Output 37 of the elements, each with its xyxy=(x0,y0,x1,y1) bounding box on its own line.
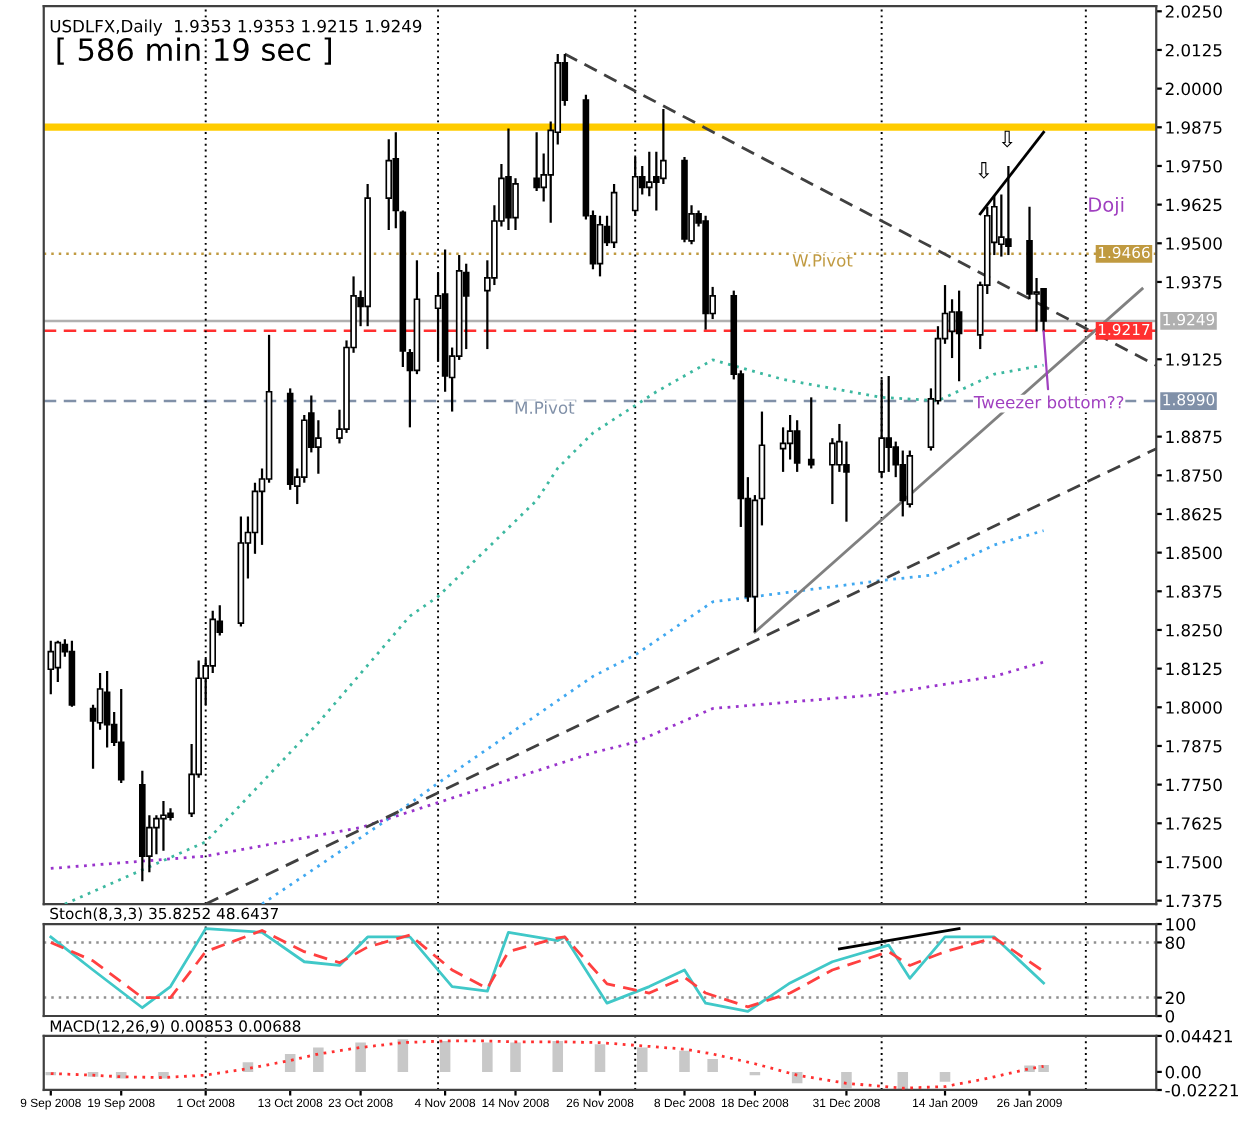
annotation: ⇩ xyxy=(1001,130,1013,148)
y-tick-label: 1.8500 xyxy=(1166,546,1222,560)
y-tick-label: 1.8375 xyxy=(1166,585,1222,598)
annotation: Tweezer bottom?? xyxy=(973,395,1124,409)
ref-line-label: M.Pivot xyxy=(515,401,575,414)
y-tick-label: 1.7750 xyxy=(1166,778,1222,792)
text: [ 586 min 19 sec ] xyxy=(57,37,331,65)
y-tick-label: 1.8625 xyxy=(1166,507,1222,521)
y-tick-label: 1.8000 xyxy=(1166,701,1222,714)
y-tick-label: 1.8125 xyxy=(1166,662,1222,676)
y-tick-label: 20 xyxy=(1165,991,1185,1005)
y-tick-label: 1.8250 xyxy=(1166,623,1222,637)
y-tick-label: 1.8750 xyxy=(1166,469,1222,482)
y-tick-label: 1.7375 xyxy=(1166,894,1222,908)
y-tick-label: 1.7875 xyxy=(1166,739,1222,753)
ref-line-label: W.Pivot xyxy=(792,253,853,267)
text: USDLFX,Daily 1.9353 1.9353 1.9215 1.9249 xyxy=(50,19,422,36)
y-tick-label: 1.7625 xyxy=(1166,817,1222,830)
y-tick-label: 1.9125 xyxy=(1166,353,1222,366)
y-tick-label: 0.00 xyxy=(1165,1065,1201,1079)
y-tick-label: 0 xyxy=(1165,1009,1175,1023)
y-tick-label: 1.9500 xyxy=(1166,237,1222,250)
y-tick-label: 2.0000 xyxy=(1165,82,1222,96)
y-tick-label: 80 xyxy=(1165,936,1185,950)
y-tick-label: 1.9625 xyxy=(1166,198,1222,212)
y-tick-label: 1.8875 xyxy=(1166,430,1222,444)
y-tick-label: 2.0250 xyxy=(1165,5,1222,18)
y-tick-label: 0.04421 xyxy=(1165,1029,1232,1043)
y-tick-label: 1.9875 xyxy=(1166,121,1222,134)
y-tick-label: -0.02221 xyxy=(1165,1083,1238,1097)
y-tick-label: 2.0125 xyxy=(1165,43,1222,57)
y-tick-label: 100 xyxy=(1166,918,1196,931)
y-tick-label: 1.9750 xyxy=(1166,159,1222,173)
annotation: Doji xyxy=(1089,196,1124,216)
y-tick-label: 1.9375 xyxy=(1166,275,1222,289)
annotation: ⇩ xyxy=(978,162,990,179)
y-tick-label: 1.7500 xyxy=(1166,855,1222,869)
